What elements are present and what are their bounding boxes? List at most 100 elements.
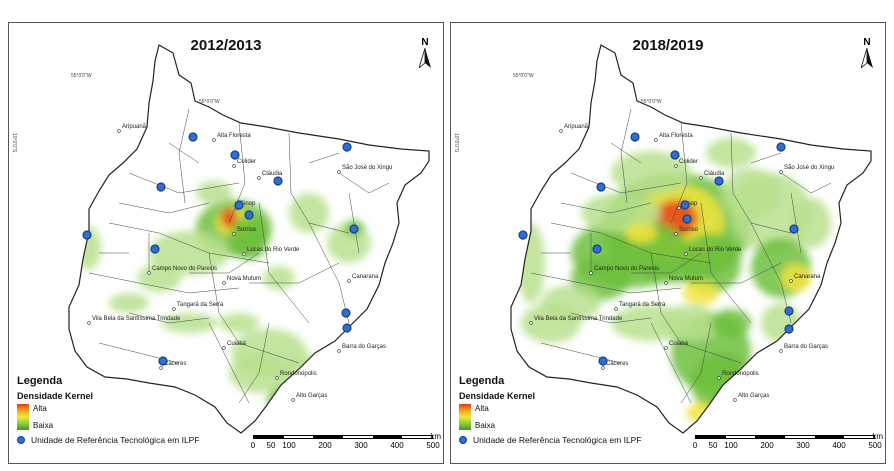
density-layer (517, 138, 831, 425)
scale-tick-label: 400 (832, 441, 846, 450)
ilpf-unit-icon (349, 224, 359, 234)
legend-high: Alta (475, 404, 489, 413)
municipal-boundary (560, 202, 652, 214)
municipal-boundary (338, 172, 390, 194)
municipal-boundary (730, 132, 792, 234)
city-marker (664, 281, 668, 285)
municipal-boundary (189, 252, 260, 274)
city-marker (699, 176, 703, 180)
city-marker (529, 321, 533, 325)
scale-tick-label: 0 (692, 441, 698, 450)
graticule-label-top: 55°0'0"W (71, 73, 92, 79)
city-marker (87, 321, 91, 325)
city-marker (789, 279, 793, 283)
city-label: Lucas do Rio Verde (247, 247, 300, 253)
city-label: Nova Mutum (227, 276, 261, 282)
city-marker (172, 307, 176, 311)
north-label: N (421, 37, 429, 48)
city-marker (677, 206, 681, 210)
city-label: Colider (679, 159, 698, 165)
ilpf-unit-icon (789, 224, 799, 234)
density-blob (278, 403, 290, 411)
city-marker (275, 376, 279, 380)
state-border (510, 44, 872, 434)
density-blob (791, 198, 831, 248)
city-label: Cáceres (606, 361, 628, 367)
municipal-boundary (348, 192, 360, 254)
city-label: Cláudia (262, 171, 283, 177)
ilpf-unit-icon (341, 308, 351, 318)
ilpf-unit-icon (682, 214, 692, 224)
municipal-boundary (168, 142, 200, 164)
city-label: Tangará da Serra (619, 302, 666, 308)
density-blob (161, 313, 217, 333)
municipal-boundary (700, 202, 752, 324)
municipal-boundary (650, 322, 692, 404)
legend-subtitle: Densidade Kernel (17, 391, 94, 401)
municipal-boundary (128, 172, 240, 194)
ilpf-unit-icon (598, 356, 608, 366)
legend-high: Alta (33, 404, 47, 413)
scale-tick-label: 100 (282, 441, 296, 450)
north-label: N (863, 37, 871, 48)
city-marker (654, 138, 658, 142)
ilpf-unit-icon (592, 244, 602, 254)
city-marker (117, 129, 121, 133)
municipal-boundary (780, 172, 832, 194)
ilpf-unit-icon (150, 244, 160, 254)
municipal-boundary (178, 108, 190, 204)
city-marker (779, 170, 783, 174)
ilpf-unit-icon (670, 150, 680, 160)
city-marker (232, 164, 236, 168)
legend-title: Legenda (17, 375, 63, 387)
city-label: Alto Garças (738, 393, 769, 399)
city-marker (147, 271, 151, 275)
scale-tick-label: 300 (796, 441, 810, 450)
city-label: Aripuanã (564, 124, 589, 130)
city-label: São José do Xingu (784, 165, 834, 171)
ilpf-unit-icon (596, 182, 606, 192)
ilpf-unit-icon (156, 182, 166, 192)
municipal-boundary (610, 142, 642, 164)
density-blob (229, 216, 269, 260)
unit-dot-icon (17, 436, 25, 444)
map-title: 2018/2019 (632, 37, 704, 54)
density-blob (686, 403, 716, 423)
ilpf-unit-icon (82, 230, 92, 240)
density-blob (711, 381, 771, 425)
municipal-boundary (570, 172, 682, 194)
city-marker (291, 398, 295, 402)
density-blob (263, 266, 295, 290)
city-label: Tangará da Serra (177, 302, 224, 308)
map-panel-2012: Aripuanã Alta Floresta Colider Cláudia São J… (8, 22, 444, 464)
graticule-label-top: 55°0'0"W (641, 99, 662, 105)
city-marker (212, 138, 216, 142)
map-title: 2012/2013 (190, 37, 262, 54)
city-marker (674, 232, 678, 236)
ilpf-unit-icon (158, 356, 168, 366)
city-label: Sorriso (237, 227, 257, 233)
scale-tick-label: 200 (318, 441, 332, 450)
city-label: Alto Garças (296, 393, 327, 399)
city-label: Campo Novo do Parecis (152, 266, 217, 272)
ilpf-unit-icon (273, 176, 283, 186)
density-blob (711, 309, 751, 337)
ilpf-unit-icon (714, 176, 724, 186)
city-marker (257, 176, 261, 180)
municipal-boundary (238, 342, 300, 364)
city-marker (664, 346, 668, 350)
density-blob (706, 138, 756, 168)
legend-title: Legenda (459, 375, 505, 387)
city-marker (614, 307, 618, 311)
legend-low: Baixa (33, 421, 54, 430)
city-marker (779, 349, 783, 353)
ilpf-unit-icon (342, 323, 352, 333)
ilpf-unit-icon (630, 132, 640, 142)
municipal-boundary (750, 152, 782, 164)
ilpf-unit-icon (518, 230, 528, 240)
municipal-boundary (620, 108, 632, 204)
ilpf-unit-icon (680, 200, 690, 210)
city-marker (337, 349, 341, 353)
municipal-boundary (680, 342, 742, 364)
city-marker (232, 232, 236, 236)
